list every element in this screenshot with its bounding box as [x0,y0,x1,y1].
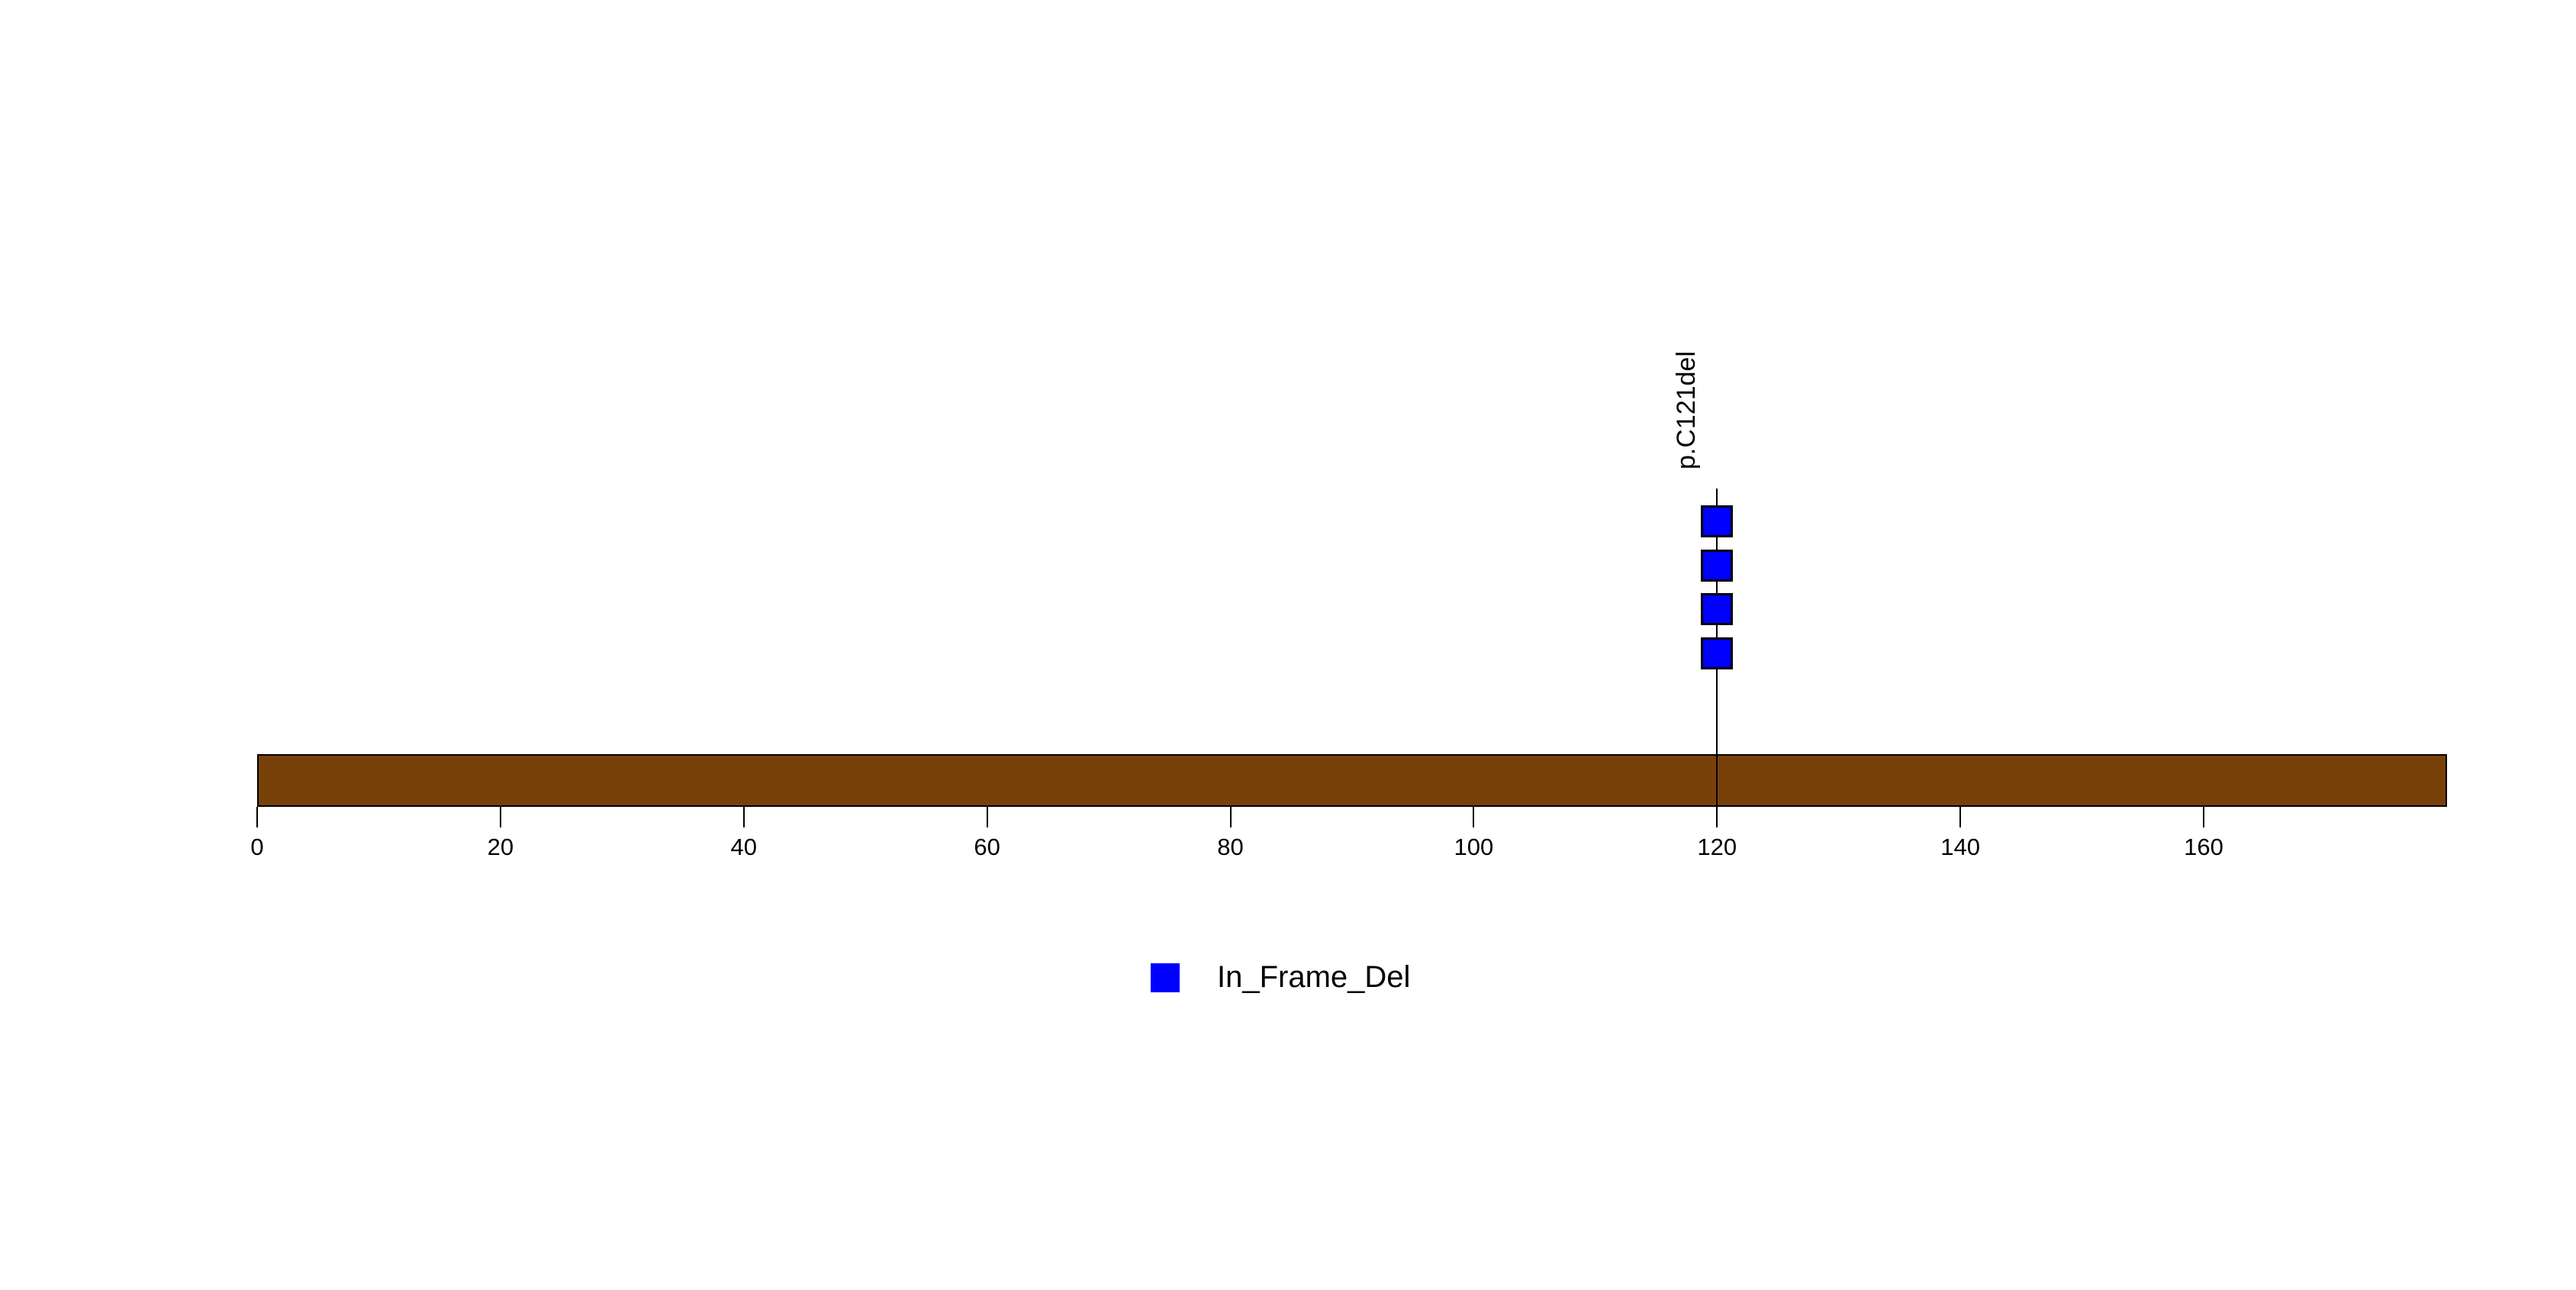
x-axis-tick [1229,807,1232,827]
x-axis-tick [2203,807,2205,827]
x-axis-tick [1959,807,1962,827]
x-axis-tick [256,807,258,827]
x-axis-tick [1473,807,1475,827]
x-axis-tick-label: 120 [1697,834,1737,860]
x-axis-tick [742,807,745,827]
mutation-marker [1701,549,1734,582]
mutation-marker [1701,637,1734,670]
legend-swatch [1151,963,1180,992]
legend: In_Frame_Del [1151,960,1410,995]
mutation-marker [1701,593,1734,626]
x-axis-tick-label: 20 [487,834,514,860]
x-axis-tick-label: 0 [250,834,264,860]
legend-label: In_Frame_Del [1217,960,1411,994]
x-axis-tick [499,807,501,827]
mutation-label: p.C121del [1672,351,1820,469]
x-axis-tick-label: 160 [2184,834,2223,860]
mutation-label-text: p.C121del [1672,350,1702,469]
x-axis-tick-label: 100 [1454,834,1494,860]
x-axis-tick-label: 80 [1217,834,1244,860]
mutation-marker [1701,505,1734,537]
protein-bar [257,754,2447,807]
x-axis-tick-label: 140 [1940,834,1981,860]
x-axis-tick-label: 60 [974,834,1000,860]
x-axis-tick-label: 40 [730,834,757,860]
x-axis-tick [986,807,988,827]
